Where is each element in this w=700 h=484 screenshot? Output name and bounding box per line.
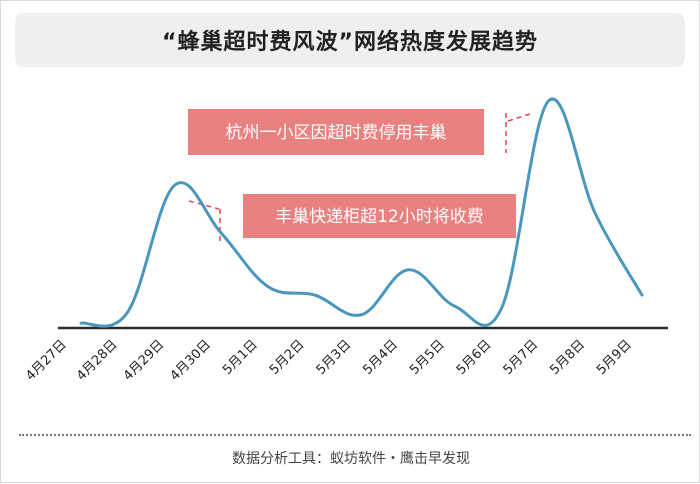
annotation-label: 杭州一小区因超时费停用丰巢 [226, 123, 447, 143]
footer-separator [19, 434, 691, 436]
x-tick-label: 5月9日 [594, 337, 635, 378]
title-bar: “蜂巢超时费风波”网络热度发展趋势 [15, 13, 685, 67]
x-tick-label: 4月27日 [23, 337, 70, 384]
source-note: 数据分析工具：蚁坊软件・鹰击早发现 [232, 451, 470, 467]
x-tick-label: 5月4日 [360, 337, 401, 378]
x-tick-label: 5月2日 [267, 337, 308, 378]
chart-title: “蜂巢超时费风波”网络热度发展趋势 [162, 30, 538, 55]
x-tick-label: 5月1日 [220, 337, 261, 378]
x-tick-label: 5月5日 [407, 337, 448, 378]
x-tick-label: 5月3日 [314, 337, 355, 378]
series-line [79, 97, 644, 328]
x-tick-label: 4月30日 [168, 337, 215, 384]
x-tick-label: 5月8日 [547, 337, 588, 378]
x-tick-label: 4月29日 [121, 337, 168, 384]
annotation-label: 丰巢快递柜超12小时将收费 [275, 207, 484, 227]
annotation-box [243, 194, 516, 238]
annotation-box [188, 109, 484, 155]
x-tick-label: 4月28日 [74, 337, 121, 384]
annotation-leader-line [507, 112, 534, 122]
x-tick-label: 5月6日 [454, 337, 495, 378]
x-tick-label: 5月7日 [501, 337, 542, 378]
